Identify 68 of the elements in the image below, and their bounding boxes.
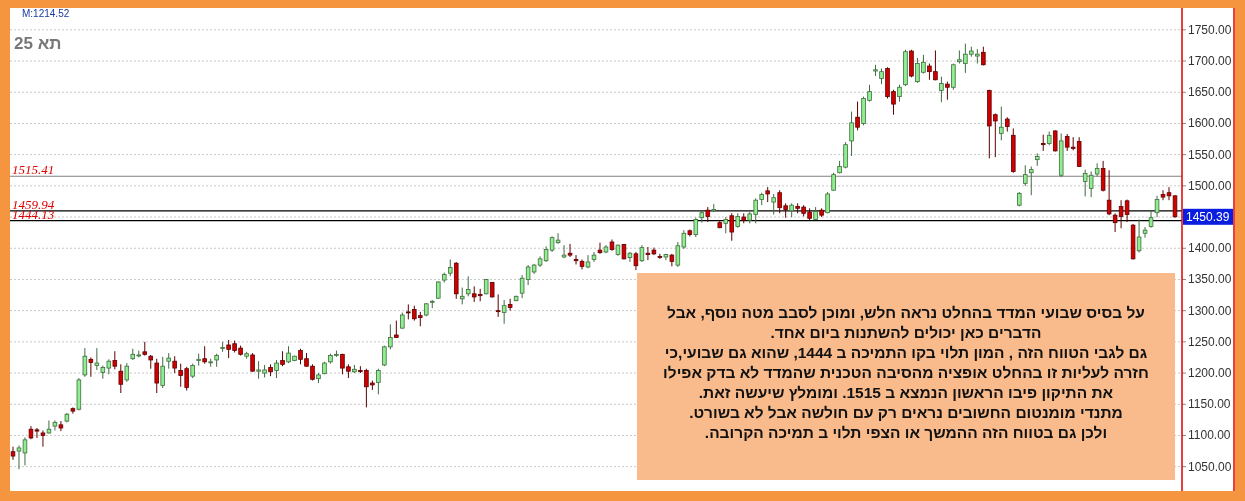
candlestick: [1094, 162, 1100, 177]
candlestick: [729, 212, 735, 242]
y-tick-label: 1400.00: [1188, 241, 1232, 256]
candlestick: [771, 193, 776, 216]
candlestick: [58, 420, 64, 432]
candlestick: [88, 356, 94, 378]
candlestick: [82, 347, 88, 378]
candlestick: [124, 362, 130, 383]
candlestick: [1028, 166, 1034, 196]
candlestick: [495, 293, 501, 318]
candlestick: [376, 368, 381, 395]
candlestick: [561, 244, 567, 259]
text: 1450.39: [1186, 209, 1230, 224]
candlestick: [112, 350, 118, 370]
y-tick-label: 1750.00: [1188, 22, 1232, 37]
candlestick: [1142, 226, 1148, 239]
y-tick-label: 1600.00: [1188, 116, 1232, 131]
candlestick: [693, 217, 699, 238]
candlestick: [94, 347, 100, 371]
candlestick: [1148, 209, 1154, 229]
picture-note-box: על בסיס שבועי המדד בהחלט נראה חלש, ומוכן לסבב מטה נוסף, אבל הדברים כאן יכולים להשתנות ביום אחד. גם לגבי הטווח הזה , המון תלוי בקו התמיכה ב 1444, שהוא גם שבועי,כי חזרה לעליות זו בהחלט אופציה מהסיבה הטכנית שהמדד לא בדק אפילו את התיקון פיבו הראשון הנמצא ב 1515. ומומלץ שיעשה זאת. מתנדי מומנטום החשובים נראים רק עם חולשה אבל לא בשורט. ולכן גם בטווח הזה ההמשך או הצפי תלוי ב תמיכה הקרובה.: [637, 273, 1175, 480]
y-tick-label: 1150.00: [1188, 397, 1231, 412]
candlestick: [501, 299, 507, 325]
candlestick: [52, 419, 58, 431]
candlestick: [573, 254, 579, 265]
candlestick: [118, 363, 124, 394]
y-tick-label: 1300.00: [1188, 303, 1232, 318]
candlestick: [1106, 169, 1112, 216]
y-tick-label: 1100.00: [1188, 428, 1231, 443]
candlestick: [939, 76, 944, 103]
candlestick: [507, 298, 513, 312]
candlestick: [999, 106, 1004, 141]
candlestick: [1023, 164, 1028, 187]
candlestick: [1154, 195, 1160, 218]
candlestick: [160, 356, 165, 389]
y-tick-label: 1500.00: [1188, 178, 1232, 193]
y-tick-label: 1350.00: [1188, 272, 1232, 287]
candlestick: [465, 275, 471, 297]
annotation: M:1214.52: [22, 8, 70, 19]
candlestick: [627, 251, 633, 263]
ref-line-label: 1515.41: [12, 162, 55, 178]
candlestick: [657, 253, 663, 260]
candlestick: [70, 406, 76, 415]
candlestick: [945, 81, 950, 101]
text: תא 25: [14, 34, 62, 54]
candlestick: [831, 172, 836, 192]
candlestick: [10, 446, 16, 461]
candlestick: [1100, 160, 1106, 192]
candlestick: [855, 101, 860, 131]
y-tick-label: 1550.00: [1188, 147, 1232, 162]
candlestick: [46, 419, 52, 435]
y-tick-label: 1650.00: [1188, 85, 1232, 100]
candlestick: [597, 242, 603, 255]
candlestick: [951, 63, 956, 91]
candlestick: [633, 251, 639, 271]
y-tick-label: 1050.00: [1188, 459, 1232, 474]
candlestick: [154, 358, 160, 394]
candlestick: [567, 243, 573, 258]
candlestick: [585, 254, 591, 269]
candlestick: [250, 352, 255, 373]
candlestick: [1052, 129, 1058, 153]
candlestick: [274, 359, 279, 379]
candlestick: [849, 111, 854, 157]
y-tick-label: 1200.00: [1188, 366, 1232, 381]
candlestick: [40, 429, 46, 448]
y-tick-label: 1250.00: [1188, 334, 1232, 349]
candlestick: [1136, 219, 1142, 254]
y-tick-label: 1700.00: [1188, 54, 1232, 69]
